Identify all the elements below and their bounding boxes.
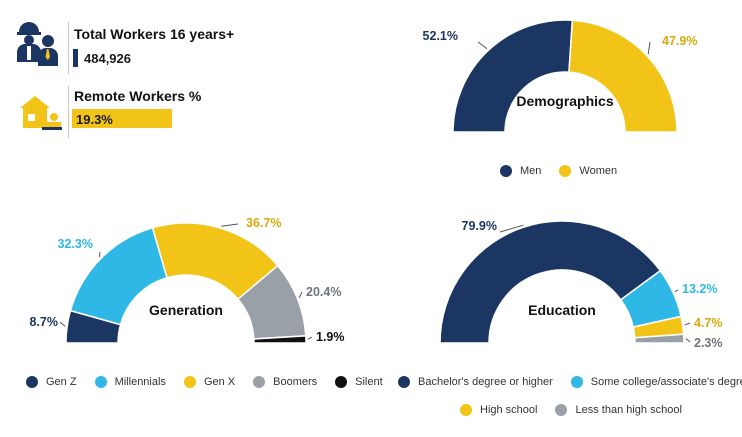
leader-line-silent xyxy=(307,336,313,340)
legend-item-high-school: High school xyxy=(460,404,537,416)
legend-dot-boomers xyxy=(253,376,266,388)
legend-label-gen-x: Gen X xyxy=(203,376,236,388)
leader-line-bachelor-s-degree-or-higher xyxy=(499,224,524,233)
stats-divider-top xyxy=(68,22,69,74)
legend-label-millennials: Millennials xyxy=(114,376,166,388)
leader-line-less-than-high-school xyxy=(685,338,691,343)
legend-label-high-school: High school xyxy=(480,404,538,416)
legend-item-women: Women xyxy=(559,165,617,177)
slice-bachelor-s-degree-or-higher xyxy=(439,220,662,344)
legend-label-boomers: Boomers xyxy=(273,376,318,388)
remote-workers-value: 19.3% xyxy=(76,112,113,127)
legend-item-gen-x: Gen X xyxy=(183,376,236,388)
data-label-men: 52.1% xyxy=(423,29,458,43)
legend-dot-men xyxy=(500,165,512,177)
workers-icon xyxy=(14,20,62,68)
data-label-women: 47.9% xyxy=(662,34,697,48)
slice-less-than-high-school xyxy=(634,333,685,344)
legend-label-some-college: Some college/associate's degree xyxy=(590,376,742,388)
total-workers-title: Total Workers 16 years+ xyxy=(74,26,235,42)
slice-men xyxy=(452,19,574,133)
data-label-boomers: 20.4% xyxy=(306,285,341,299)
leader-line-boomers xyxy=(298,291,303,298)
legend-dot-silent xyxy=(335,376,348,388)
legend-label-women: Women xyxy=(579,165,618,177)
remote-workers-bar xyxy=(72,109,172,128)
legend-item-men: Men xyxy=(500,165,541,177)
chart-title-demographics: Demographics xyxy=(516,93,613,109)
education-legend-row1: Bachelor's degree or higher Some college… xyxy=(398,376,742,388)
leader-line-millennials xyxy=(98,251,101,258)
data-label-silent: 1.9% xyxy=(316,330,345,344)
education-legend-row2: High school Less than high school xyxy=(460,404,682,416)
legend-item-boomers: Boomers xyxy=(253,376,317,388)
data-label-less-than-high-school: 2.3% xyxy=(694,336,723,350)
legend-label-less-than-high-school: Less than high school xyxy=(575,404,682,416)
data-label-gen-z: 8.7% xyxy=(30,315,59,329)
legend-item-gen-z: Gen Z xyxy=(26,376,77,388)
data-label-bachelor-s-degree-or-higher: 79.9% xyxy=(462,219,497,233)
home-office-icon xyxy=(18,93,62,131)
legend-dot-high-school xyxy=(460,404,472,416)
leader-line-gen-x xyxy=(221,223,239,227)
legend-item-silent: Silent xyxy=(335,376,383,388)
generation-legend: Gen Z Millennials Gen X Boomers Silent xyxy=(26,376,383,388)
demographics-legend: Men Women xyxy=(500,165,617,177)
legend-item-less-than-high-school: Less than high school xyxy=(555,404,682,416)
legend-item-bachelors: Bachelor's degree or higher xyxy=(398,376,553,388)
leader-line-women xyxy=(647,41,651,55)
remote-workers-title: Remote Workers % xyxy=(74,88,202,104)
data-label-some-college-associate-s-degree: 13.2% xyxy=(682,282,717,296)
slice-women xyxy=(568,19,678,133)
legend-dot-gen-x xyxy=(183,376,196,388)
data-label-gen-x: 36.7% xyxy=(246,216,281,230)
chart-title-generation: Generation xyxy=(149,302,223,318)
chart-title-education: Education xyxy=(528,302,596,318)
total-workers-bar xyxy=(73,49,78,67)
leader-line-high-school xyxy=(684,322,691,326)
legend-label-men: Men xyxy=(520,165,542,177)
legend-label-gen-z: Gen Z xyxy=(46,376,77,388)
legend-label-bachelors: Bachelor's degree or higher xyxy=(418,376,553,388)
stats-divider-bottom xyxy=(68,86,69,138)
leader-line-some-college-associate-s-degree xyxy=(674,289,679,293)
data-label-high-school: 4.7% xyxy=(694,316,723,330)
legend-dot-women xyxy=(559,165,572,177)
legend-item-some-college: Some college/associate's degree xyxy=(570,376,742,388)
generation-chart: 8.7% 32.3% 36.7% 20.4% 1.9% Generation xyxy=(30,216,345,344)
total-workers-value: 484,926 xyxy=(84,51,131,66)
slice-silent xyxy=(253,335,307,344)
legend-dot-bachelors xyxy=(398,376,410,388)
legend-item-millennials: Millennials xyxy=(94,376,166,388)
legend-dot-less-than-high-school xyxy=(555,404,568,416)
legend-dot-some-college xyxy=(570,376,583,388)
data-label-millennials: 32.3% xyxy=(58,237,93,251)
demographics-chart: 52.1% 47.9% Demographics xyxy=(423,19,697,133)
legend-label-silent: Silent xyxy=(355,376,383,388)
education-chart: 79.9% 13.2% 4.7% 2.3% Education xyxy=(439,219,723,350)
legend-dot-gen-z xyxy=(26,376,38,388)
leader-line-men xyxy=(477,41,488,50)
legend-dot-millennials xyxy=(94,376,107,388)
leader-line-gen-z xyxy=(59,321,66,327)
